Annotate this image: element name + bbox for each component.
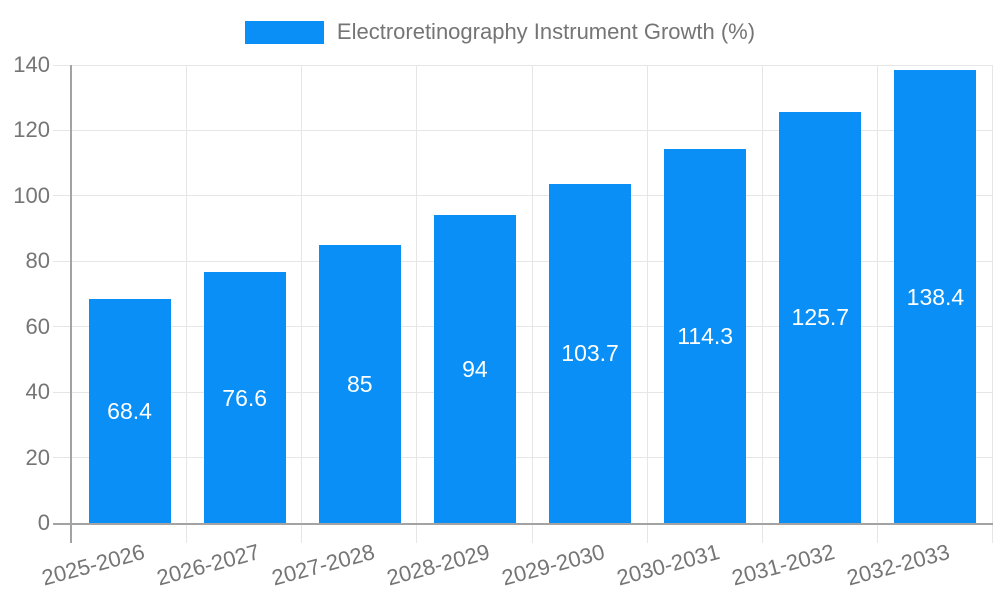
x-tick <box>531 523 533 543</box>
x-gridline <box>301 65 303 523</box>
x-gridline <box>992 65 993 523</box>
bar-value-label: 138.4 <box>906 283 965 310</box>
y-axis-label: 40 <box>25 379 50 405</box>
y-tick <box>53 129 72 131</box>
legend-swatch <box>244 20 324 44</box>
y-gridline <box>72 457 993 459</box>
bar-value-label: 68.4 <box>107 398 152 425</box>
x-tick <box>646 523 648 543</box>
y-gridline <box>72 260 993 262</box>
y-gridline <box>72 391 993 393</box>
bar-value-label: 76.6 <box>222 384 268 411</box>
y-tick <box>53 64 72 66</box>
y-axis-label: 100 <box>13 182 50 208</box>
y-axis-label: 0 <box>37 510 50 535</box>
x-tick <box>416 523 418 543</box>
bar-value-label: 85 <box>347 370 373 397</box>
x-tick <box>876 523 878 543</box>
y-tick <box>53 326 72 328</box>
x-gridline <box>876 65 878 523</box>
x-gridline <box>186 65 188 523</box>
bar-2031-2032[interactable] <box>779 111 862 523</box>
bar-2030-2031[interactable] <box>664 149 747 523</box>
y-axis-label: 140 <box>13 52 50 77</box>
x-tick <box>186 523 188 543</box>
legend-label: Electroretinography Instrument Growth (%… <box>336 19 756 44</box>
y-tick <box>53 457 72 459</box>
bar-value-label: 125.7 <box>791 304 850 331</box>
y-tick <box>53 391 72 393</box>
y-axis-label: 20 <box>25 444 50 470</box>
y-gridline <box>72 195 993 197</box>
bar-2032-2033[interactable] <box>894 70 977 523</box>
bar-value-label: 94 <box>462 356 488 383</box>
bar-2028-2029[interactable] <box>433 215 516 523</box>
x-gridline <box>761 65 763 523</box>
y-axis-label: 60 <box>25 313 50 339</box>
y-tick <box>53 195 72 197</box>
bar-2027-2028[interactable] <box>318 244 401 523</box>
y-axis-line <box>70 65 72 543</box>
legend[interactable]: Electroretinography Instrument Growth (%… <box>0 19 1000 45</box>
y-gridline <box>72 129 993 131</box>
x-gridline <box>531 65 533 523</box>
bar-value-label: 103.7 <box>561 340 619 367</box>
bar-value-label: 114.3 <box>677 323 734 350</box>
x-gridline <box>646 65 648 523</box>
x-axis-line <box>53 523 993 525</box>
bar-2026-2027[interactable] <box>203 272 286 523</box>
x-gridline <box>416 65 418 523</box>
y-gridline <box>72 64 993 66</box>
bar-2029-2030[interactable] <box>549 183 632 523</box>
y-axis-label: 80 <box>25 248 50 274</box>
x-tick <box>761 523 763 543</box>
y-gridline <box>72 326 993 328</box>
bar-2025-2026[interactable] <box>88 299 171 523</box>
x-tick <box>301 523 303 543</box>
x-tick <box>992 523 993 543</box>
y-tick <box>53 260 72 262</box>
y-axis-label: 120 <box>13 117 50 143</box>
